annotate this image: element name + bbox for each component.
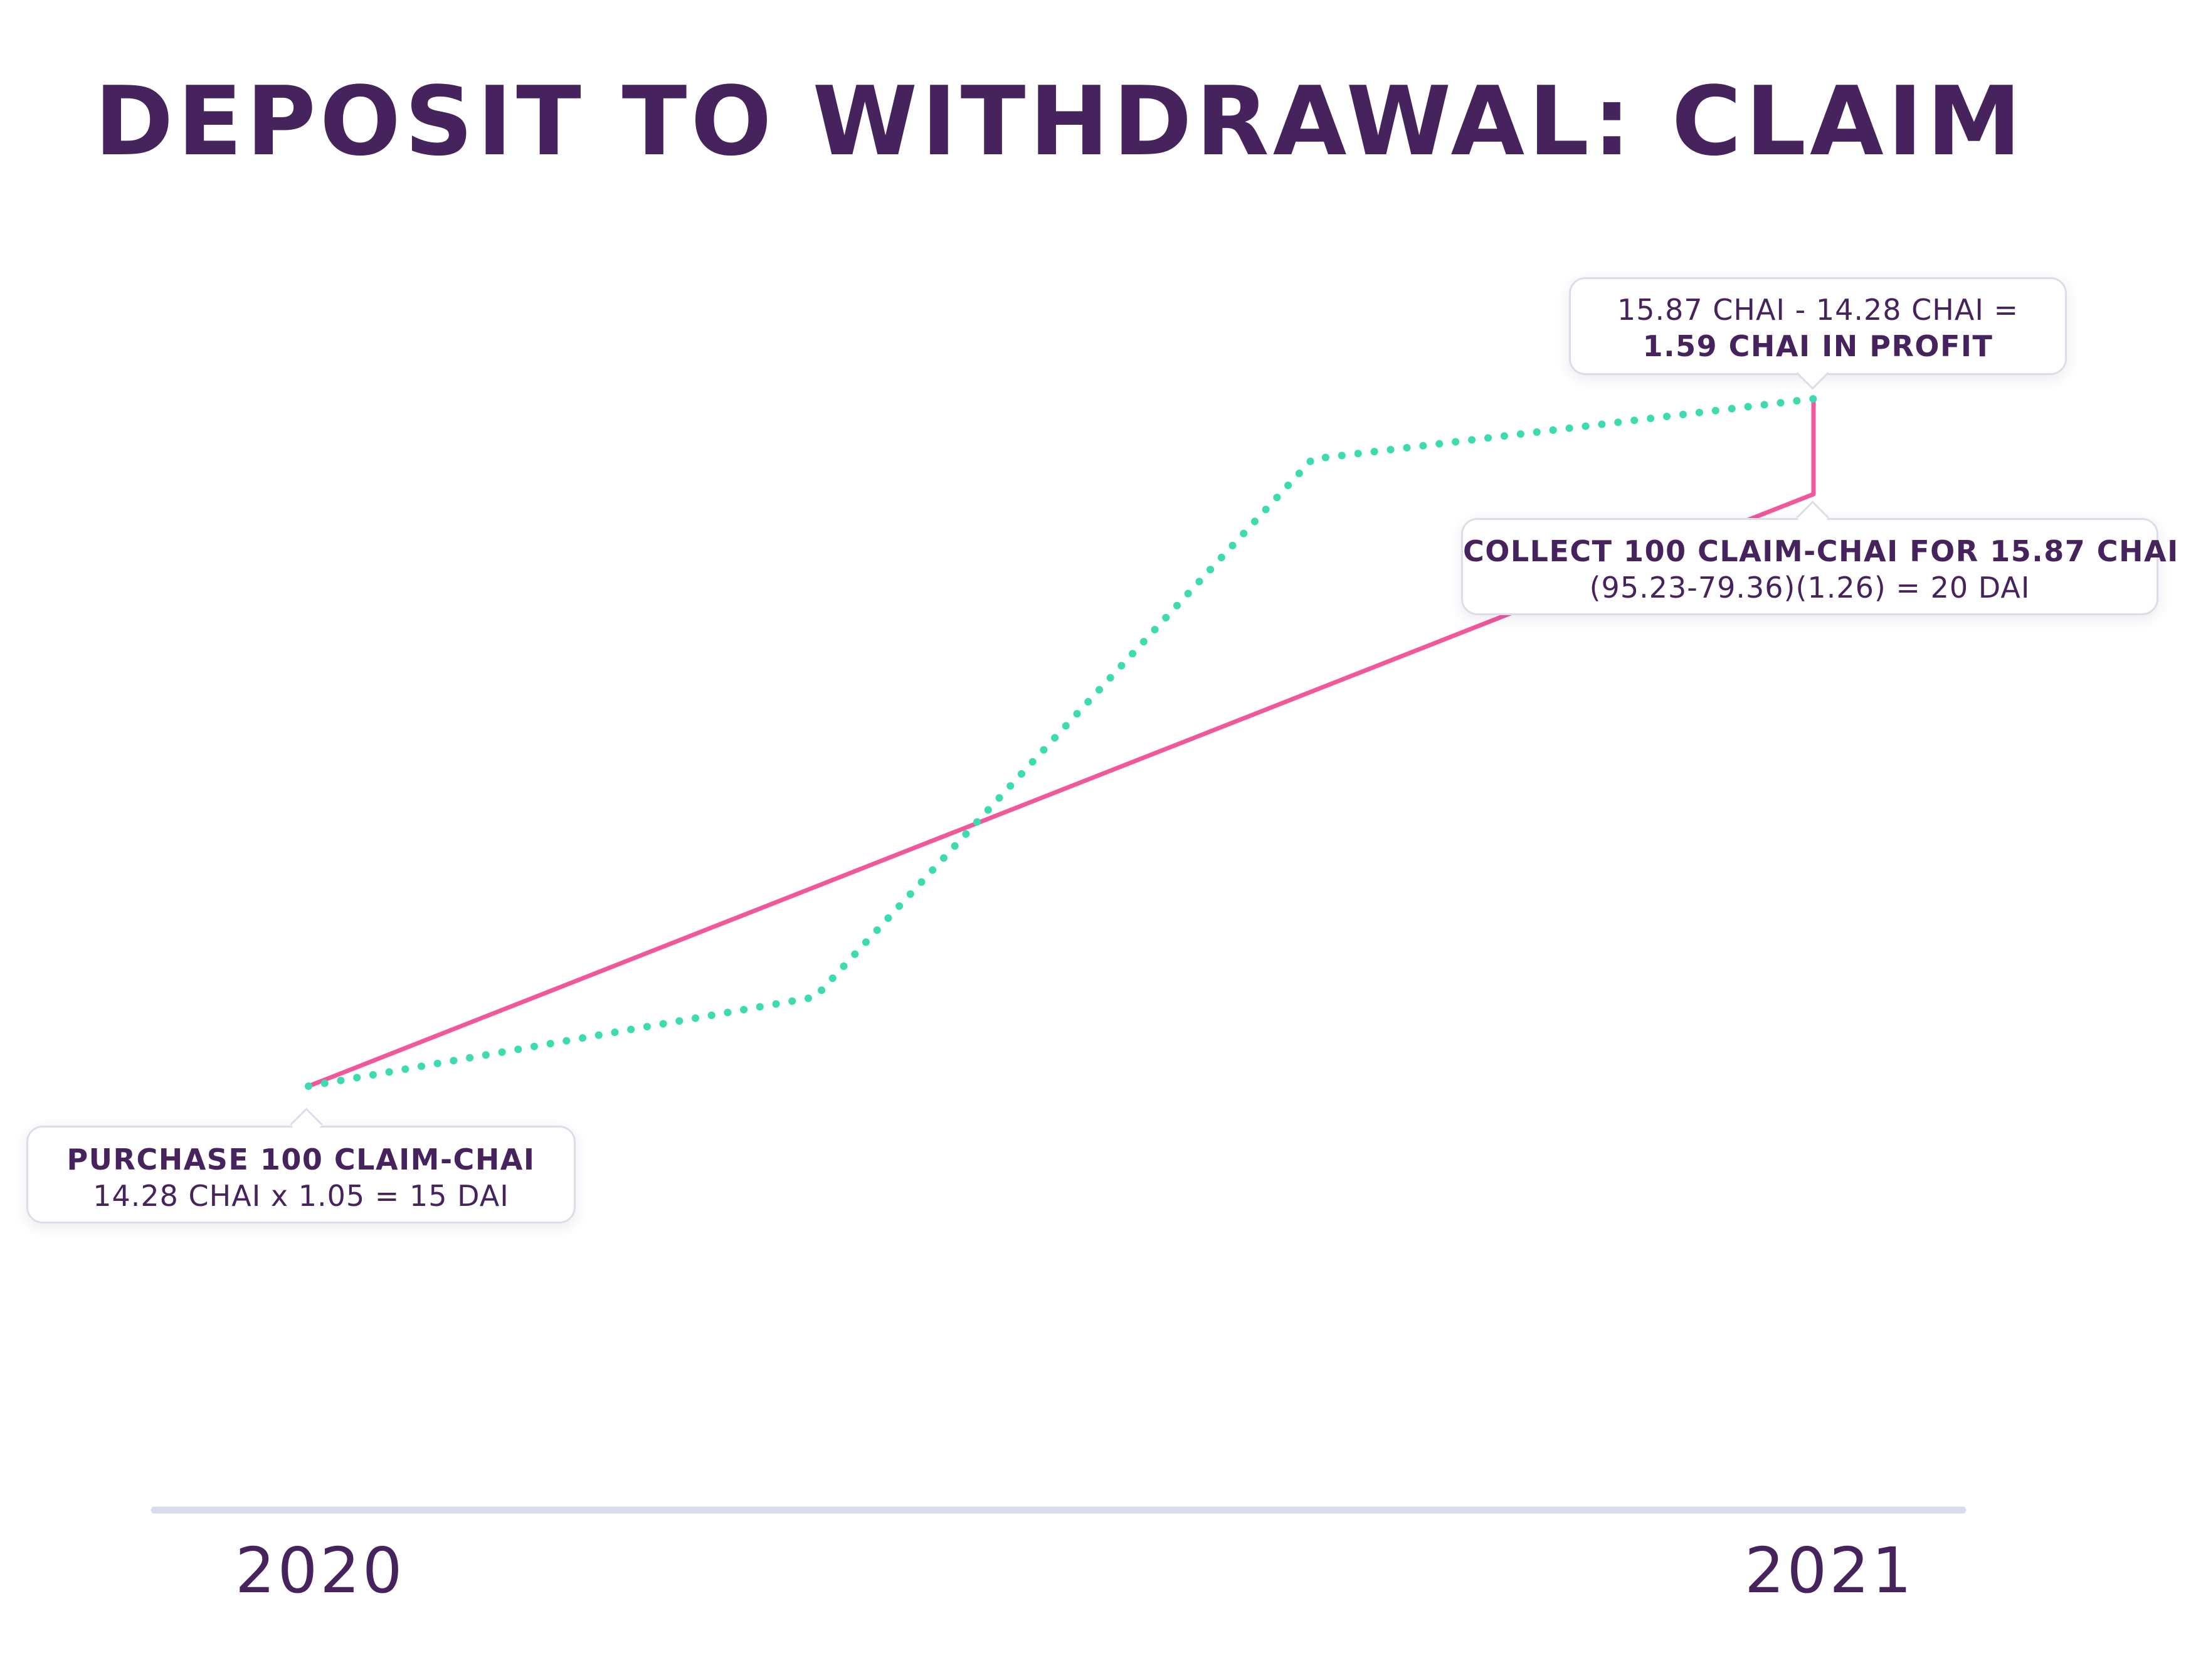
collect-callout: COLLECT 100 CLAIM-CHAI FOR 15.87 CHAI (9… <box>1461 518 2179 615</box>
collect-callout-detail: (95.23-79.36)(1.26) = 20 DAI <box>1589 571 2030 605</box>
start-year-label: 2020 <box>235 1534 405 1607</box>
purchase-callout-detail: 14.28 CHAI x 1.05 = 15 DAI <box>93 1179 509 1213</box>
end-year-label: 2021 <box>1745 1534 1914 1607</box>
collect-callout-heading: COLLECT 100 CLAIM-CHAI FOR 15.87 CHAI <box>1463 534 2179 568</box>
profit-callout: 15.87 CHAI - 14.28 CHAI = 1.59 CHAI IN P… <box>1569 277 2067 375</box>
purchase-callout-heading: PURCHASE 100 CLAIM-CHAI <box>66 1143 536 1176</box>
purchase-callout: PURCHASE 100 CLAIM-CHAI 14.28 CHAI x 1.0… <box>26 1126 576 1223</box>
claim-chai-value-line <box>307 401 1816 1089</box>
profit-callout-equation: 15.87 CHAI - 14.28 CHAI = <box>1617 293 2019 327</box>
profit-callout-result: 1.59 CHAI IN PROFIT <box>1642 329 1993 363</box>
chai-value-dotted-line <box>305 394 1822 1090</box>
page-title: DEPOSIT TO WITHDRAWAL: CLAIM <box>94 66 2025 177</box>
